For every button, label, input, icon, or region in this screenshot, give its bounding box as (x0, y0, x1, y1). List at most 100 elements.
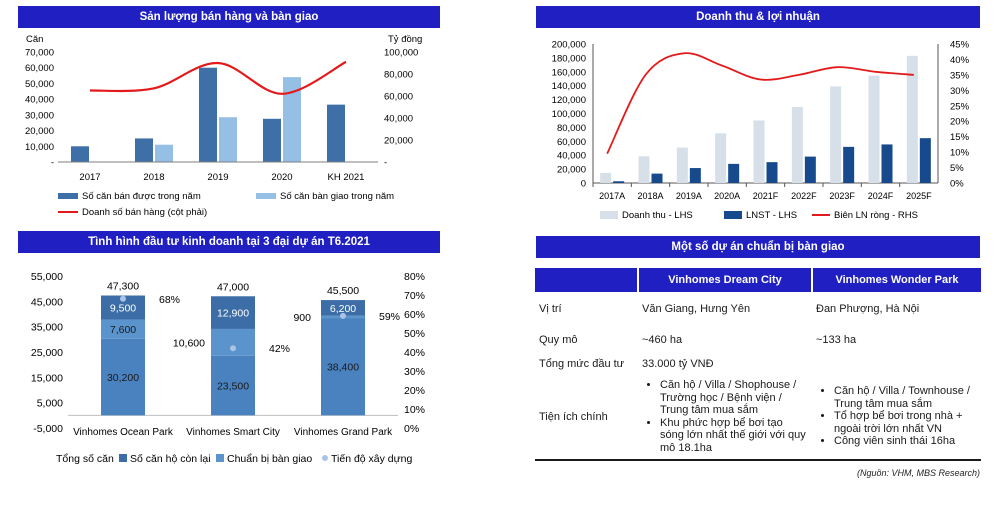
right-tick-label: 5% (950, 163, 964, 174)
left-tick-label: 10,000 (25, 142, 54, 153)
data-label: 7,600 (110, 324, 136, 336)
bar-revenue (906, 55, 918, 183)
left-tick-label: 35,000 (31, 322, 63, 334)
bar-revenue (868, 75, 880, 183)
row-label: Tổng mức đầu tư (539, 358, 625, 370)
right-tick-label: 20% (404, 385, 425, 397)
bar-delivered (155, 144, 173, 162)
cell-wonder-park (812, 354, 981, 374)
progress-label: 42% (269, 343, 290, 355)
legend-swatch-sold (58, 193, 78, 199)
bar-net-profit (651, 173, 663, 183)
sales-revenue-line (89, 60, 347, 95)
bar-net-profit (843, 146, 855, 183)
bar-revenue (600, 172, 612, 183)
left-tick-label: 25,000 (31, 347, 63, 359)
bar-handover (211, 328, 255, 356)
left-tick-label: 70,000 (25, 48, 54, 59)
bar-net-profit (804, 156, 816, 183)
cell-dream-city: Văn Giang, Hưng Yên (642, 303, 751, 315)
x-tick-label: 2020 (271, 172, 292, 183)
right-tick-label: 40,000 (384, 114, 413, 125)
left-tick-label: 100,000 (552, 109, 586, 120)
legend-label-net-profit: LNST - LHS (746, 210, 797, 221)
table-row: Tiện ích chính Căn hộ / Villa / Shophous… (535, 374, 981, 460)
left-tick-label: 50,000 (25, 79, 54, 90)
legend-swatch-net-profit (724, 211, 742, 219)
projects-chart: -5,000 5,000 15,000 25,000 35,000 45,000 55,00… (31, 271, 425, 465)
right-axis-unit: Tỷ đồng (388, 34, 422, 45)
right-tick-label: 15% (950, 132, 970, 143)
left-tick-label: 20,000 (557, 165, 586, 176)
left-tick-label: 55,000 (31, 271, 63, 283)
progress-dot (230, 345, 236, 352)
bar-revenue (638, 156, 650, 183)
legend-label-remaining: Số căn hộ còn lại (130, 453, 211, 465)
cell-dream-city: 33.000 tỷ VNĐ (642, 358, 714, 370)
data-label: 30,200 (107, 372, 139, 384)
right-tick-label: 40% (950, 55, 970, 66)
left-tick-label: 160,000 (552, 67, 586, 78)
row-label: Quy mô (539, 334, 578, 346)
projects-table: Vinhomes Dream City Vinhomes Wonder Park… (535, 268, 981, 461)
bar-sold (199, 67, 217, 162)
bar-net-profit (613, 181, 625, 183)
bar-handover (101, 319, 145, 339)
progress-label: 68% (159, 294, 180, 306)
right-tick-label: 35% (950, 70, 970, 81)
progress-dot (340, 312, 346, 319)
left-tick-label: 140,000 (552, 81, 586, 92)
list-item: Tổ hợp bể bơi trong nhà + ngoài trời lớn… (834, 410, 977, 435)
panel2-title: Doanh thu & lợi nhuận (536, 6, 980, 28)
x-tick-label: Vinhomes Smart City (186, 427, 280, 438)
right-tick-label: 60% (404, 309, 425, 321)
bar-remaining (321, 318, 365, 416)
left-tick-label: 15,000 (31, 372, 63, 384)
x-tick-label: Vinhomes Ocean Park (73, 427, 174, 438)
table-header-wonder-park: Vinhomes Wonder Park (811, 268, 981, 292)
bar-revenue (676, 147, 688, 183)
right-tick-label: 10% (950, 148, 970, 159)
left-tick-label: -5,000 (33, 423, 63, 435)
legend-swatch-delivered (256, 193, 276, 199)
right-tick-label: 60,000 (384, 92, 413, 103)
left-tick-label: 45,000 (31, 296, 63, 308)
data-label: 6,200 (330, 303, 356, 315)
list-item: Khu phức hợp bể bơi tạo sóng lớn nhất th… (660, 417, 808, 455)
bar-sold (71, 146, 89, 162)
bar-revenue (791, 106, 803, 183)
bar-sold (135, 138, 153, 162)
legend-label-sold: Số căn bán được trong năm (82, 191, 201, 202)
bar-net-profit (728, 163, 740, 183)
left-tick-label: 30,000 (25, 110, 54, 121)
total-label: 47,000 (217, 281, 249, 293)
legend-label-progress: Tiến độ xây dựng (331, 453, 413, 465)
x-tick-label: 2019A (676, 191, 702, 201)
list-item: Căn hộ / Villa / Shophouse / Trường học … (660, 379, 808, 417)
legend-label-revenue: Doanh thu - LHS (622, 210, 693, 221)
bar-sold (327, 104, 345, 162)
right-tick-label: 70% (404, 290, 425, 302)
legend-swatch-revenue (600, 211, 618, 219)
table-row: Tổng mức đầu tư 33.000 tỷ VNĐ (535, 354, 981, 374)
left-tick-label: - (51, 158, 54, 169)
left-axis-unit: Căn (26, 34, 43, 45)
legend-swatch-progress (322, 455, 328, 461)
revenue-chart: 0 20,000 40,000 60,000 80,000 100,000 120,000 1… (552, 40, 970, 222)
row-label: Vị trí (539, 303, 562, 315)
x-tick-label: 2020A (714, 191, 740, 201)
progress-label: 59% (379, 311, 400, 323)
panel3-title: Tình hình đầu tư kinh doanh tại 3 đại dự… (18, 231, 440, 253)
right-tick-label: 0% (950, 179, 964, 190)
cell-wonder-park-amenities: Căn hộ / Villa / Townhouse / Trung tâm m… (812, 374, 981, 460)
bar-net-profit (689, 168, 701, 183)
table-header-dream-city: Vinhomes Dream City (637, 268, 812, 292)
legend-swatch-handover (216, 454, 224, 462)
right-tick-label: 100,000 (384, 48, 418, 59)
row-label: Tiện ích chính (539, 410, 608, 423)
right-tick-label: 45% (950, 40, 970, 51)
bar-revenue (753, 120, 765, 183)
x-tick-label: 2025F (906, 191, 932, 201)
x-tick-label: 2017A (599, 191, 625, 201)
left-tick-label: 60,000 (557, 137, 586, 148)
